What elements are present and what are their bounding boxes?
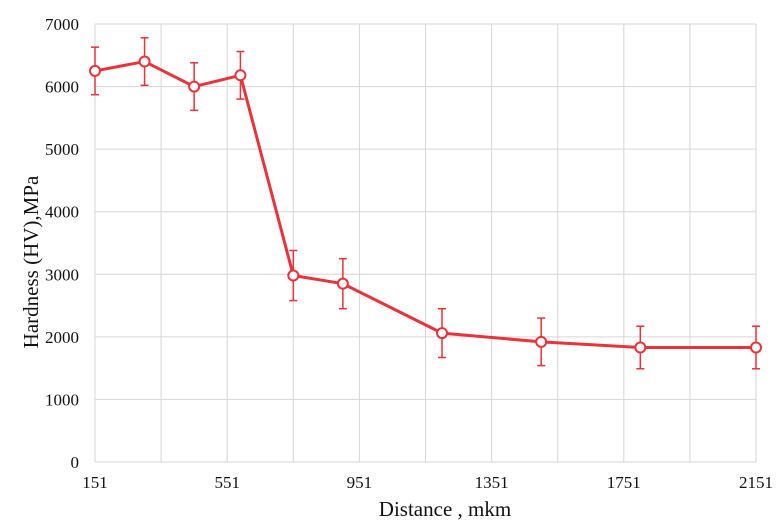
- data-point: [750, 341, 762, 354]
- data-point: [234, 69, 247, 82]
- y-tick-label: 6000: [45, 78, 79, 97]
- data-point: [436, 327, 449, 340]
- x-axis-title: Distance , mkm: [379, 497, 511, 521]
- y-tick-label: 1000: [45, 390, 79, 409]
- series-line: [94, 60, 756, 349]
- y-tick-label: 0: [71, 453, 80, 472]
- data-point: [634, 341, 647, 354]
- x-tick-label: 151: [82, 473, 108, 492]
- x-tick-label: 2151: [739, 473, 773, 492]
- data-point: [287, 269, 300, 282]
- y-tick-label: 3000: [45, 265, 79, 284]
- x-tick-label: 951: [347, 473, 373, 492]
- x-tick-label: 1351: [475, 473, 509, 492]
- tick-labels: 0 1000 2000 3000 4000 5000 6000 7000 151 551 951 13…: [45, 15, 773, 492]
- y-tick-label: 4000: [45, 203, 79, 222]
- y-tick-label: 5000: [45, 140, 79, 159]
- y-axis-title: Hardness (HV),MPa: [19, 175, 43, 348]
- y-tick-label: 2000: [45, 328, 79, 347]
- grid-layer: [94, 23, 757, 463]
- data-point: [89, 64, 101, 77]
- x-tick-label: 551: [214, 473, 240, 492]
- data-point: [535, 335, 548, 348]
- data-point: [336, 277, 349, 290]
- y-tick-label: 7000: [45, 15, 79, 34]
- series-layer: [89, 37, 762, 370]
- data-point: [188, 80, 201, 93]
- x-tick-label: 1751: [607, 473, 641, 492]
- data-point: [138, 55, 151, 68]
